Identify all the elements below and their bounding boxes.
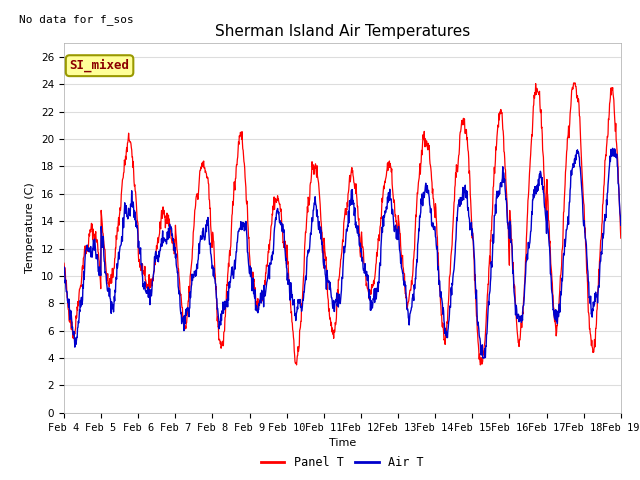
Text: SI_mixed: SI_mixed — [70, 59, 129, 72]
Title: Sherman Island Air Temperatures: Sherman Island Air Temperatures — [215, 24, 470, 39]
Y-axis label: Temperature (C): Temperature (C) — [26, 182, 35, 274]
Legend: Panel T, Air T: Panel T, Air T — [256, 451, 429, 473]
Text: No data for f_sos: No data for f_sos — [19, 13, 134, 24]
X-axis label: Time: Time — [329, 438, 356, 448]
